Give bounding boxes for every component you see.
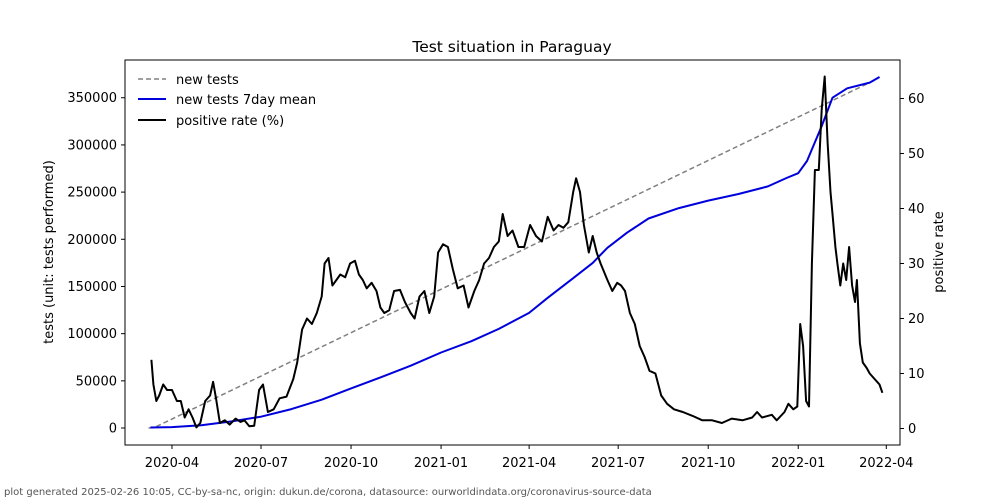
x-tick-label: 2022-04 (859, 456, 913, 471)
x-tick-label: 2022-01 (771, 456, 825, 471)
y-axis-right-ticks: 0 10 20 30 40 50 60 (900, 92, 925, 437)
legend-label-mean: new tests 7day mean (176, 93, 316, 108)
plot-lines (148, 75, 884, 429)
x-tick-label: 2021-01 (414, 456, 468, 471)
y-right-tick-label: 60 (908, 92, 925, 107)
chart-title: Test situation in Paraguay (411, 38, 611, 56)
y-left-tick-label: 100000 (67, 327, 117, 342)
series-new-tests-7day-mean (150, 76, 880, 429)
y-left-tick-label: 250000 (67, 186, 117, 201)
y-axis-left-ticks: 0 50000 100000 150000 200000 250000 300000 3500… (67, 91, 125, 437)
y-left-tick-label: 0 (109, 422, 117, 437)
legend-label-new-tests: new tests (176, 73, 239, 88)
legend: new tests new tests 7day mean positive r… (138, 73, 316, 129)
legend-label-positive-rate: positive rate (%) (176, 114, 284, 129)
plot-area (124, 59, 901, 446)
x-tick-label: 2021-10 (681, 456, 735, 471)
y-right-tick-label: 20 (908, 312, 925, 327)
footer-note: plot generated 2025-02-26 10:05, CC-by-s… (4, 487, 652, 498)
y-left-tick-label: 50000 (76, 374, 117, 389)
y-right-tick-label: 40 (908, 202, 925, 217)
x-tick-label: 2020-07 (234, 456, 288, 471)
y-left-tick-label: 300000 (67, 138, 117, 153)
x-axis-ticks: 2020-04 2020-07 2020-10 2021-01 2021-04 2021-… (145, 445, 913, 471)
y-axis-left-label: tests (unit: tests performed) (42, 160, 57, 344)
x-tick-label: 2020-10 (324, 456, 378, 471)
y-right-tick-label: 50 (908, 147, 925, 162)
x-tick-label: 2020-04 (145, 456, 199, 471)
series-positive-rate (150, 75, 884, 429)
y-right-tick-label: 30 (908, 257, 925, 272)
y-left-tick-label: 350000 (67, 91, 117, 106)
y-right-tick-label: 0 (908, 422, 916, 437)
x-tick-label: 2021-04 (502, 456, 556, 471)
y-right-tick-label: 10 (908, 367, 925, 382)
y-axis-right-label: positive rate (932, 211, 947, 293)
x-tick-label: 2021-07 (591, 456, 645, 471)
y-left-tick-label: 200000 (67, 233, 117, 248)
y-left-tick-label: 150000 (67, 280, 117, 295)
series-new-tests (148, 76, 880, 429)
